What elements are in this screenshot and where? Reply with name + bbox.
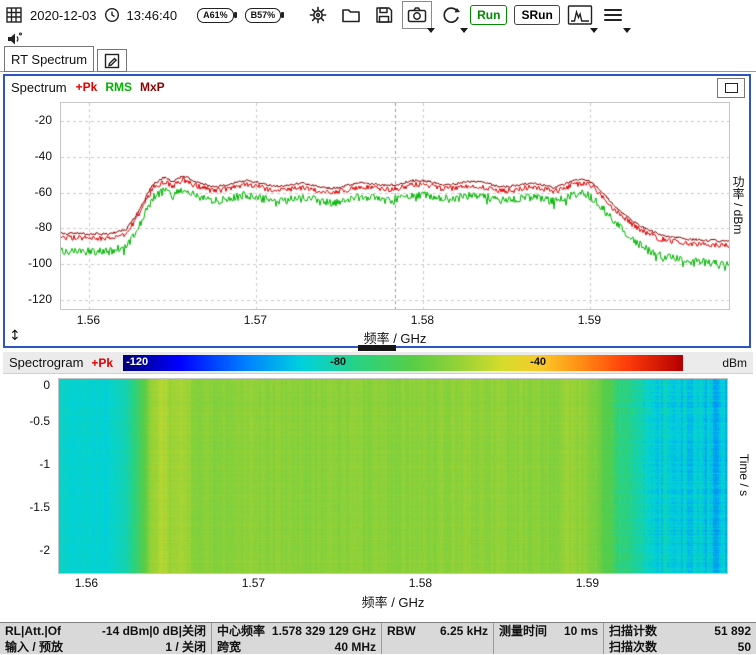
camera-icon (407, 7, 427, 23)
battery-b-label: B57% (250, 10, 276, 20)
clock-icon (104, 7, 120, 23)
settings-button[interactable] (305, 3, 331, 27)
colorbar-tick-label: -80 (330, 355, 347, 368)
status-value[interactable]: 50 (737, 640, 751, 654)
spectrogram-time-labels: 0 -0.5 -1 -1.5 -2 (29, 378, 50, 558)
status-value[interactable]: -14 dBm|0 dB|关闭 (101, 624, 206, 638)
status-value[interactable]: 10 ms (563, 624, 598, 638)
spectrum-waveform-icon (567, 5, 593, 25)
status-group-rbw: RBW 6.25 kHz (382, 623, 494, 654)
pencil-icon (104, 53, 120, 68)
spectrum-panel-title: Spectrum (11, 79, 67, 95)
status-label: 扫描计数 (609, 624, 658, 638)
status-value[interactable]: 6.25 kHz (439, 624, 488, 638)
status-label: 跨宽 (217, 640, 242, 654)
run-button[interactable]: Run (470, 5, 508, 25)
screenshot-button[interactable] (402, 1, 436, 33)
spectrum-x-axis-title: 频率 / GHz (363, 331, 427, 346)
speaker-icon (8, 32, 22, 44)
volume-indicator[interactable] (7, 31, 23, 46)
status-label: 中心频率 (217, 624, 266, 638)
status-bar: RL|Att.|Of -14 dBm|0 dB|关闭 输入 / 预放 1 / 关闭 … (0, 622, 756, 654)
colorbar-canvas (123, 354, 684, 371)
spectrum-legend-pk: +Pk (75, 80, 98, 94)
spectrogram-panel[interactable]: Spectrogram +Pk -120 -80 -40 dBm 0 -0.5 -1 -1… (3, 352, 753, 618)
colorbar-units: dBm (722, 355, 747, 370)
resize-vertical-icon[interactable] (9, 328, 21, 344)
spectrum-x-axis-labels: 1.56 1.57 1.58 1.59 (76, 313, 602, 327)
tab-edit[interactable] (97, 49, 127, 72)
maximize-button[interactable] (717, 78, 745, 98)
status-label: 扫描次数 (609, 640, 658, 654)
colorbar: -120 -80 -40 (123, 354, 684, 371)
maximize-icon (724, 83, 738, 93)
hamburger-icon (603, 9, 622, 21)
folder-icon (342, 9, 360, 23)
spectrum-canvas[interactable] (60, 102, 730, 310)
toolbar-time: 13:46:40 (126, 7, 178, 23)
colorbar-tick-label: -40 (530, 355, 547, 368)
spectrogram-legend-pk: +Pk (91, 355, 114, 370)
battery-a-indicator: A61% (197, 7, 237, 23)
battery-a-label: A61% (203, 10, 228, 20)
spectrum-y-axis-title: 功率 / dBm (731, 175, 745, 235)
single-run-button[interactable]: SRun (514, 5, 560, 25)
spectrogram-canvas[interactable] (58, 378, 728, 574)
status-group-level: RL|Att.|Of -14 dBm|0 dB|关闭 输入 / 预放 1 / 关闭 (0, 623, 212, 654)
toolbar-date: 2020-12-03 (30, 7, 97, 23)
tab-rt-spectrum[interactable]: RT Spectrum (4, 46, 94, 72)
spectrum-legend-mxp: MxP (140, 80, 165, 94)
date-grid-icon (5, 6, 23, 24)
battery-b-indicator: B57% (244, 7, 284, 23)
spectrum-y-axis-labels: -20 -40 -60 -80 -100 -120 (27, 112, 52, 307)
status-label: 测量时间 (499, 624, 548, 638)
spectrogram-header: Spectrogram +Pk -120 -80 -40 dBm (3, 352, 753, 374)
spectrum-legend-rms: RMS (105, 80, 132, 94)
dropdown-caret-icon (427, 28, 436, 33)
status-value[interactable]: 40 MHz (334, 640, 376, 654)
status-label: RL|Att.|Of (5, 624, 62, 638)
status-value[interactable]: 1 / 关闭 (165, 640, 206, 654)
dropdown-caret-icon (589, 28, 598, 33)
preset-button[interactable] (437, 3, 469, 33)
open-file-button[interactable] (338, 3, 364, 27)
status-label: RBW (387, 624, 416, 638)
status-value[interactable]: 51 892 (714, 624, 751, 638)
tab-bar: RT Spectrum (0, 46, 756, 72)
floppy-icon (376, 7, 393, 23)
gear-icon (309, 6, 327, 24)
spectrogram-y-axis-title: Time / s (737, 453, 751, 497)
colorbar-tick-label: -120 (126, 355, 149, 368)
status-label: 输入 / 预放 (5, 640, 64, 654)
status-value[interactable]: 1.578 329 129 GHz (271, 624, 376, 638)
menu-button[interactable] (600, 3, 631, 33)
tab-label: RT Spectrum (10, 51, 88, 67)
dropdown-caret-icon (622, 28, 631, 33)
spectrum-header: Spectrum +Pk RMS MxP (5, 76, 749, 98)
save-button[interactable] (371, 3, 397, 27)
redo-arrow-icon (443, 7, 461, 23)
status-group-frequency: 中心频率 1.578 329 129 GHz 跨宽 40 MHz (212, 623, 382, 654)
toolbar: 2020-12-03 13:46:40 A61% B57% Run SRun (0, 0, 756, 33)
spectrogram-x-axis-title: 频率 / GHz (361, 595, 425, 610)
spectrogram-panel-title: Spectrogram (9, 355, 84, 370)
dropdown-caret-icon (460, 28, 469, 33)
status-group-sweep: 扫描计数 51 892 扫描次数 50 (604, 623, 756, 654)
measurement-button[interactable] (567, 3, 598, 33)
spectrum-panel[interactable]: Spectrum +Pk RMS MxP -20 -40 -60 -80 -100 -12… (3, 74, 751, 351)
spectrogram-x-axis-labels: 1.56 1.57 1.58 1.59 (74, 576, 600, 590)
spectrum-legend: +Pk RMS MxP (76, 80, 165, 94)
panel-resize-handle[interactable] (358, 345, 396, 351)
status-group-meastime: 测量时间 10 ms (494, 623, 604, 654)
